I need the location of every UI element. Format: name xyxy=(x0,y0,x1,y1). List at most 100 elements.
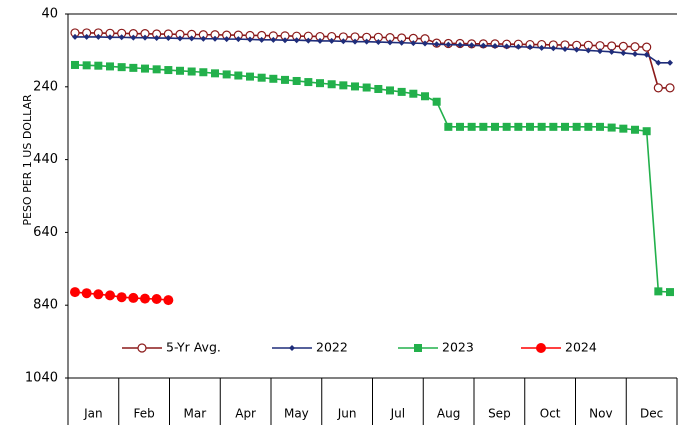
marker xyxy=(492,43,498,50)
x-tick-label: Nov xyxy=(589,407,612,421)
marker xyxy=(270,36,277,43)
series xyxy=(72,33,673,66)
marker xyxy=(352,38,358,45)
marker xyxy=(81,288,92,299)
marker xyxy=(153,35,160,42)
marker xyxy=(503,43,510,50)
series xyxy=(70,287,174,306)
x-tick-label: Jul xyxy=(390,407,405,421)
marker xyxy=(655,59,662,66)
marker xyxy=(151,294,162,305)
x-tick-label: Jan xyxy=(83,407,103,421)
marker xyxy=(480,42,487,49)
marker xyxy=(107,34,113,41)
marker xyxy=(317,37,323,44)
marker xyxy=(526,122,534,131)
marker xyxy=(457,41,463,48)
marker xyxy=(116,292,127,303)
marker xyxy=(247,36,253,43)
marker xyxy=(200,35,207,42)
marker xyxy=(573,46,580,53)
marker xyxy=(188,35,195,42)
marker xyxy=(643,51,650,58)
marker xyxy=(351,82,359,91)
x-tick-label: Jun xyxy=(337,407,357,421)
marker xyxy=(304,78,313,87)
marker xyxy=(72,33,78,40)
marker xyxy=(468,42,475,49)
x-tick-label: May xyxy=(284,407,309,421)
marker xyxy=(502,122,511,131)
marker xyxy=(608,48,615,55)
marker xyxy=(363,38,370,45)
marker xyxy=(257,73,266,82)
marker xyxy=(527,44,533,51)
series-line xyxy=(75,32,670,89)
series xyxy=(71,60,674,297)
marker xyxy=(375,39,382,46)
marker xyxy=(176,66,184,75)
y-tick-label: 1040 xyxy=(25,371,58,386)
marker xyxy=(374,84,383,93)
marker xyxy=(305,37,312,44)
marker xyxy=(666,288,674,297)
marker xyxy=(433,41,440,48)
legend-marker xyxy=(536,343,546,353)
legend-label: 2022 xyxy=(316,340,348,355)
marker xyxy=(105,290,115,301)
marker xyxy=(163,295,174,306)
marker xyxy=(118,34,125,41)
marker xyxy=(642,42,652,52)
marker xyxy=(514,122,523,131)
marker xyxy=(619,124,628,133)
marker xyxy=(292,76,301,85)
marker xyxy=(70,287,80,298)
marker xyxy=(177,35,183,42)
marker xyxy=(152,65,161,74)
marker xyxy=(130,34,137,41)
marker xyxy=(187,67,196,76)
y-tick-label: 440 xyxy=(33,152,58,167)
marker xyxy=(653,83,663,93)
marker xyxy=(572,122,581,131)
marker xyxy=(630,42,640,52)
x-tick-label: Feb xyxy=(134,407,155,421)
marker xyxy=(410,40,417,47)
marker xyxy=(128,292,139,303)
legend-label: 2023 xyxy=(442,340,474,355)
marker xyxy=(397,87,406,96)
legend-label: 2024 xyxy=(565,340,597,355)
marker xyxy=(83,33,90,40)
x-tick-label: Aug xyxy=(437,407,460,421)
legend-marker xyxy=(414,344,422,352)
marker xyxy=(456,122,464,131)
marker xyxy=(141,64,149,73)
marker xyxy=(386,86,394,95)
marker xyxy=(199,68,208,77)
marker xyxy=(327,80,336,89)
marker xyxy=(95,33,102,40)
x-tick-label: Mar xyxy=(184,407,207,421)
marker xyxy=(421,92,429,101)
marker xyxy=(597,48,603,55)
marker xyxy=(596,122,604,131)
marker xyxy=(584,122,593,131)
marker xyxy=(654,287,663,296)
marker xyxy=(585,47,592,54)
marker xyxy=(282,37,288,44)
marker xyxy=(620,49,627,56)
marker xyxy=(607,41,617,51)
x-tick-label: Apr xyxy=(235,407,256,421)
marker xyxy=(550,45,557,52)
marker xyxy=(398,39,405,46)
marker xyxy=(165,35,172,42)
marker xyxy=(632,51,638,58)
marker xyxy=(607,123,616,132)
marker xyxy=(340,38,347,45)
y-tick-label: 240 xyxy=(33,79,58,94)
marker xyxy=(667,59,673,66)
marker xyxy=(212,35,218,42)
y-axis-label: PESO PER 1 US DOLLAR xyxy=(21,94,34,226)
marker xyxy=(467,122,476,131)
